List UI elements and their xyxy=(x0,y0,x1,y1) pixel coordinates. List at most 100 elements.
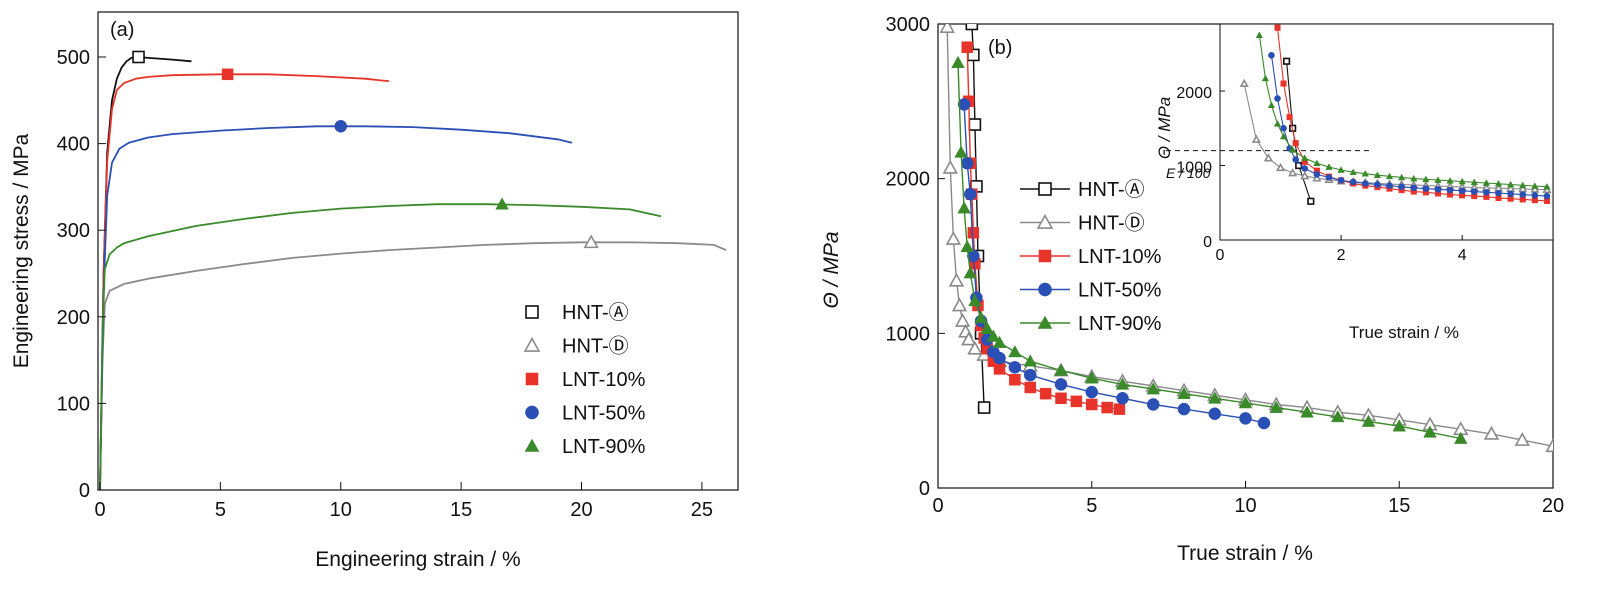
inset-point-2-3 xyxy=(1263,153,1274,162)
inset-point-3-1 xyxy=(1274,24,1281,31)
b-legend: HNT-Ⓐ HNT-Ⓓ LNT-10% LNT-50% LNT-90% xyxy=(1020,178,1162,335)
inset-point-4-21 xyxy=(1483,189,1490,196)
b-point-5-11 xyxy=(1008,345,1022,358)
inset-point-5-15 xyxy=(1397,173,1406,181)
b-x-tick-label: 0 xyxy=(932,495,943,517)
b-legend-marker-5 xyxy=(1037,315,1053,329)
a-x-tick-label: 5 xyxy=(215,499,226,521)
a-legend-label-5: LNT-90% xyxy=(562,436,646,458)
inset-point-2-7 xyxy=(1312,173,1322,182)
b-legend-marker-3 xyxy=(1038,249,1052,263)
inset-point-4-5 xyxy=(1292,156,1300,163)
b-point-4-14 xyxy=(1116,391,1129,405)
a-series-line-2 xyxy=(99,241,727,490)
b-point-5-1 xyxy=(951,55,965,68)
b-point-3-18 xyxy=(1086,398,1098,411)
panel-a-plot: 0 5 10 15 20 25 0 100 200 300 400 500 (a) Engineeri… xyxy=(10,11,739,571)
inset-y-tick-label: 0 xyxy=(1203,234,1212,251)
inset-point-3-4 xyxy=(1292,140,1299,147)
inset-point-3-3 xyxy=(1286,114,1293,121)
inset-point-4-25 xyxy=(1531,191,1539,199)
b-point-5-3 xyxy=(957,201,971,214)
inset-point-4-16 xyxy=(1422,185,1430,192)
inset-point-3-2 xyxy=(1280,80,1287,87)
b-point-2-1 xyxy=(939,24,955,33)
a-x-axis-label: Engineering strain / % xyxy=(315,548,520,571)
inset-series-line-1 xyxy=(1286,61,1312,202)
a-legend-marker-4 xyxy=(525,405,539,420)
a-y-tick-label: 0 xyxy=(79,480,90,502)
a-series-marker-1 xyxy=(132,50,145,64)
a-y-tick-label: 300 xyxy=(57,220,90,242)
b-point-4-18 xyxy=(1239,412,1252,425)
b-point-2-5 xyxy=(951,297,968,312)
inset-point-2-1 xyxy=(1239,78,1249,87)
a-legend-label-4: LNT-50% xyxy=(562,403,646,425)
a-y-tick-label: 500 xyxy=(57,47,90,69)
b-point-3-14 xyxy=(1024,381,1036,394)
b-point-5-20 xyxy=(1269,400,1283,413)
a-legend-label-3: LNT-10% xyxy=(562,369,646,391)
b-point-5-7 xyxy=(974,311,988,324)
b-point-5-23 xyxy=(1361,414,1376,427)
b-point-5-6 xyxy=(968,294,982,307)
inset-point-5-2 xyxy=(1261,74,1270,82)
b-point-3-13 xyxy=(1009,373,1021,386)
inset-point-5-4 xyxy=(1273,120,1282,127)
b-point-5-22 xyxy=(1331,410,1345,423)
b-legend-label-5: LNT-90% xyxy=(1078,313,1162,335)
b-point-4-13 xyxy=(1085,385,1099,399)
b-point-1-3 xyxy=(968,118,982,131)
b-point-4-4 xyxy=(967,249,980,263)
b-legend-marker-2 xyxy=(1036,213,1054,229)
inset-point-5-25 xyxy=(1519,181,1527,189)
inset-point-5-21 xyxy=(1470,178,1478,186)
inset-point-2-4 xyxy=(1275,162,1286,172)
b-x-tick-label: 10 xyxy=(1234,495,1256,517)
inset-point-4-14 xyxy=(1398,183,1405,191)
a-x-tick-label: 20 xyxy=(570,499,592,521)
b-point-5-21 xyxy=(1300,405,1314,418)
panel-b-label: (b) xyxy=(988,37,1012,59)
a-series-marker-3 xyxy=(221,68,234,81)
b-point-5-24 xyxy=(1392,419,1406,432)
b-point-5-14 xyxy=(1085,371,1099,384)
b-point-5-25 xyxy=(1423,425,1437,438)
b-point-5-12 xyxy=(1023,354,1037,367)
panel-a-label: (a) xyxy=(110,19,134,41)
inset-point-4-13 xyxy=(1386,182,1393,189)
inset-x-tick-label: 0 xyxy=(1216,247,1225,264)
inset-point-5-5 xyxy=(1279,132,1288,140)
a-x-tick-label: 25 xyxy=(691,499,713,521)
inset-point-4-9 xyxy=(1337,177,1345,184)
inset-point-5-22 xyxy=(1482,179,1491,186)
a-x-tick-label: 0 xyxy=(94,499,105,521)
inset-point-5-11 xyxy=(1349,168,1357,176)
inset-point-5-18 xyxy=(1434,176,1442,183)
inset-point-2-25 xyxy=(1530,184,1540,193)
inset-point-4-8 xyxy=(1325,174,1333,181)
b-point-4-19 xyxy=(1257,416,1271,430)
b-point-5-9 xyxy=(986,329,1001,342)
inset-point-1-4 xyxy=(1307,197,1315,205)
a-series-line-4 xyxy=(99,125,573,490)
b-x-tick-label: 5 xyxy=(1086,495,1097,517)
inset-x-tick-label: 4 xyxy=(1458,247,1467,264)
a-legend-marker-1 xyxy=(525,305,539,319)
b-point-1-7 xyxy=(977,401,991,414)
inset-point-4-15 xyxy=(1410,184,1418,192)
inset-point-4-6 xyxy=(1301,165,1309,172)
inset-point-5-9 xyxy=(1325,163,1333,170)
b-point-2-4 xyxy=(948,272,965,287)
b-point-4-9 xyxy=(993,351,1006,365)
inset-point-5-12 xyxy=(1361,169,1369,177)
a-legend-label-2: HNT-Ⓓ xyxy=(562,335,629,358)
inset-point-4-20 xyxy=(1470,188,1478,195)
b-point-4-3 xyxy=(963,187,977,201)
b-legend-marker-1 xyxy=(1038,182,1052,196)
b-point-3-16 xyxy=(1055,392,1067,405)
b-legend-label-1: HNT-Ⓐ xyxy=(1078,178,1145,201)
inset-point-5-24 xyxy=(1506,180,1515,188)
inset-point-4-10 xyxy=(1349,178,1357,186)
inset-point-5-1 xyxy=(1255,31,1263,38)
